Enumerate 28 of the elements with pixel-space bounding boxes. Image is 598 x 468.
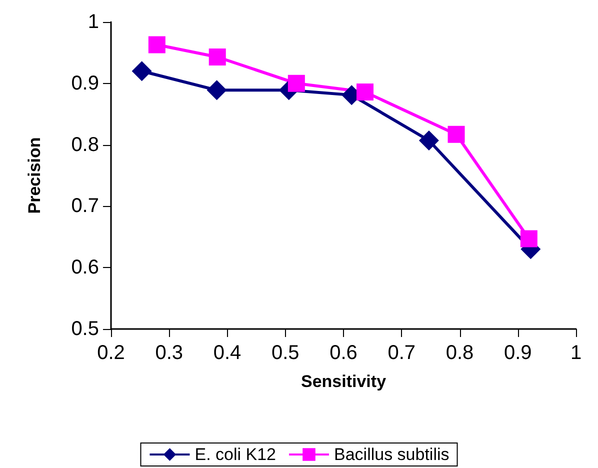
y-tick-label: 0.9 <box>71 72 99 94</box>
x-tick-label: 0.2 <box>97 342 125 364</box>
x-axis-title: Sensitivity <box>300 372 387 391</box>
x-tick-label: 0.6 <box>330 342 358 364</box>
point <box>356 83 374 100</box>
x-tick-label: 1 <box>570 342 582 364</box>
point <box>206 80 227 100</box>
y-tick-label: 0.5 <box>71 318 99 340</box>
point <box>448 126 465 143</box>
legend-label: E. coli K12 <box>194 445 276 464</box>
point <box>520 230 538 248</box>
y-tick-label: 1 <box>88 11 99 33</box>
legend-label: Bacillus subtilis <box>334 445 450 464</box>
y-axis-title: Precision <box>25 137 44 214</box>
y-tick-label: 0.6 <box>71 256 99 279</box>
x-tick-label: 0.5 <box>271 342 300 364</box>
point <box>418 130 439 150</box>
x-tick-label: 0.7 <box>388 342 416 364</box>
point <box>208 48 226 66</box>
point <box>288 74 305 92</box>
x-tick-label: 0.9 <box>504 342 532 364</box>
point <box>148 36 166 54</box>
x-tick-label: 0.4 <box>213 342 242 364</box>
y-tick-label: 0.8 <box>71 134 99 156</box>
point <box>132 61 152 82</box>
x-tick-label: 0.3 <box>155 342 184 364</box>
y-tick-label: 0.7 <box>71 195 99 218</box>
x-tick-label: 0.8 <box>446 342 474 364</box>
